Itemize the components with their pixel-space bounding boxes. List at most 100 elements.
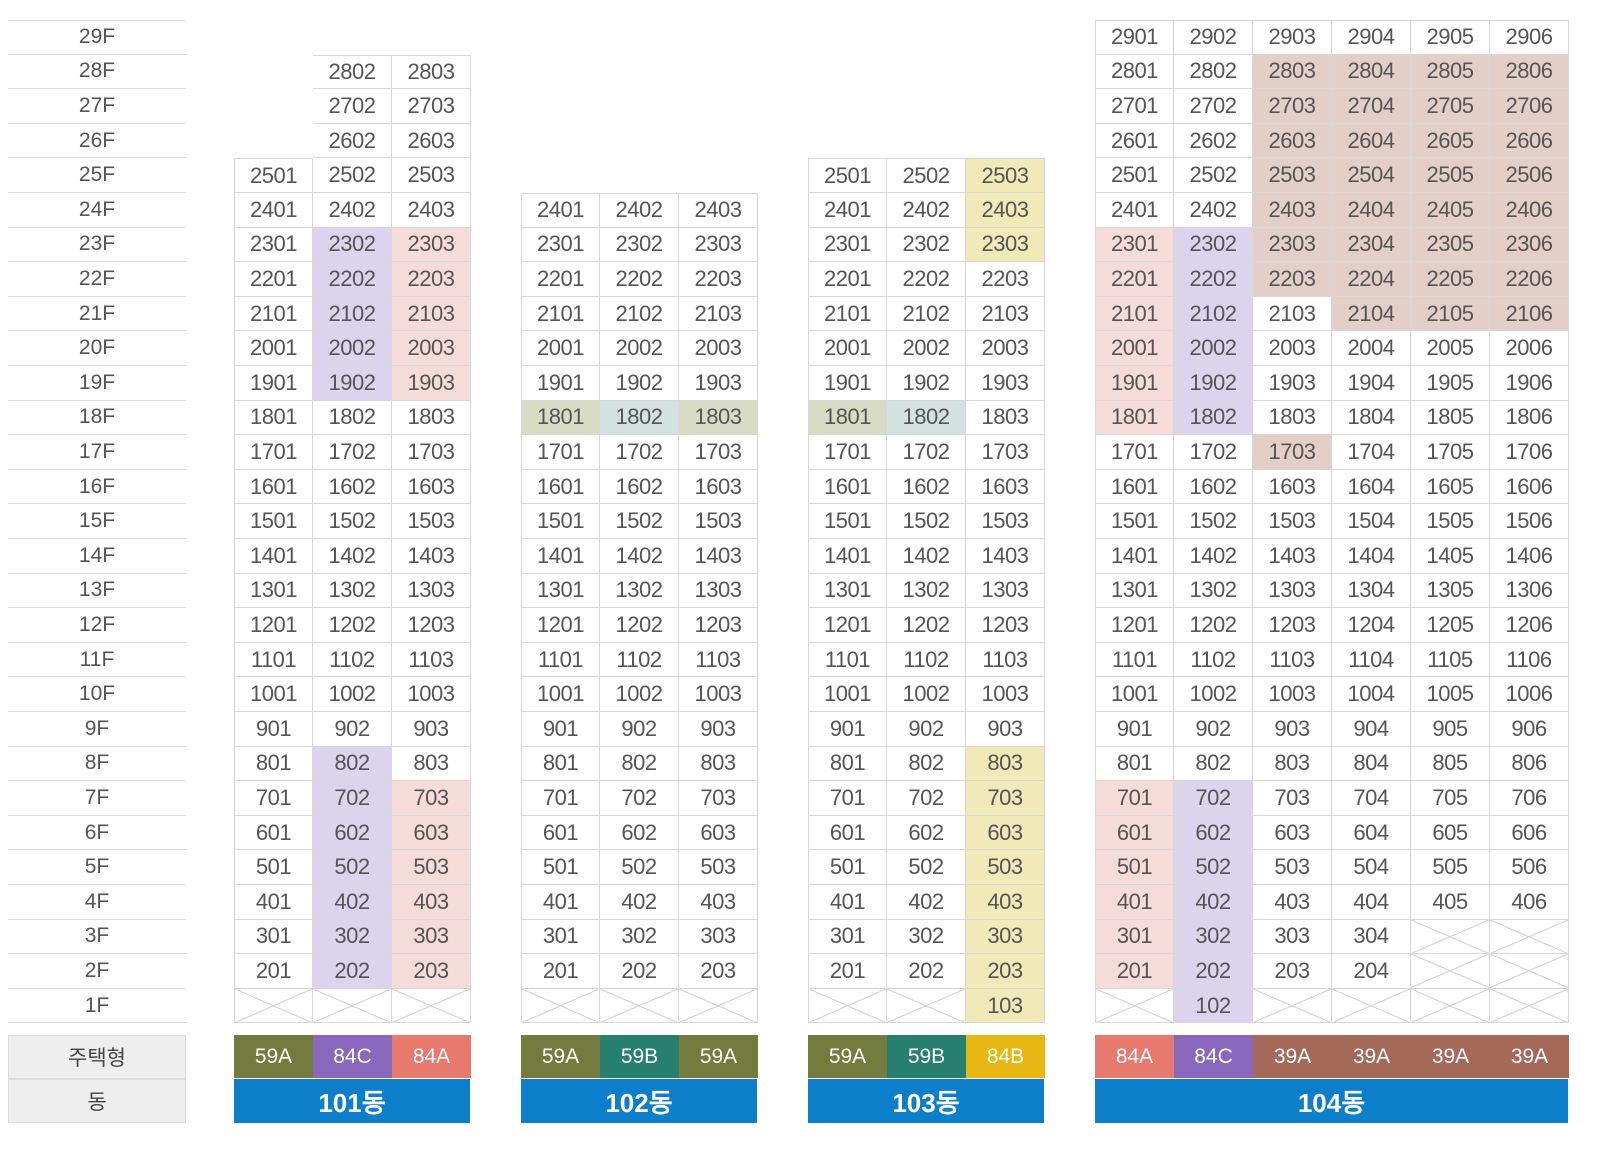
- unit-cell: 304: [1332, 919, 1411, 955]
- unit-cell: 1201: [1095, 608, 1174, 643]
- unit-cell: 801: [234, 746, 313, 782]
- unit-cell: 303: [679, 919, 758, 955]
- unit-cell: 601: [521, 815, 600, 851]
- unit-cell: 701: [521, 781, 600, 816]
- unit-cell: 2005: [1411, 331, 1490, 366]
- unit-cell: 303: [966, 919, 1045, 955]
- unit-cell: 2603: [1253, 123, 1332, 159]
- unit-cell: 803: [1253, 746, 1332, 782]
- empty-unit: [1332, 988, 1411, 1024]
- unit-cell: 701: [234, 781, 313, 816]
- unit-cell: 1601: [808, 469, 887, 505]
- unit-cell: 801: [1095, 746, 1174, 782]
- building-name: 103동: [808, 1079, 1044, 1123]
- unit-cell: 2804: [1332, 54, 1411, 90]
- unit-type-badge: 84C: [313, 1035, 393, 1078]
- unit-cell: 601: [1095, 815, 1174, 851]
- unit-cell: 2103: [679, 296, 758, 332]
- unit-type-badge: 84A: [1095, 1035, 1175, 1078]
- empty-unit: [1411, 954, 1490, 989]
- unit-cell: 1401: [1095, 539, 1174, 574]
- unit-cell: 1103: [679, 642, 758, 678]
- unit-cell: 902: [600, 712, 679, 747]
- unit-cell: 1703: [679, 435, 758, 470]
- unit-cell: 1502: [313, 504, 392, 539]
- unit-cell: 1602: [600, 469, 679, 505]
- unit-cell: 1206: [1490, 608, 1569, 643]
- unit-cell: 1704: [1332, 435, 1411, 470]
- empty-unit: [1411, 919, 1490, 955]
- unit-cell: 1803: [679, 400, 758, 436]
- unit-cell: 1201: [234, 608, 313, 643]
- unit-cell: 2204: [1332, 262, 1411, 297]
- unit-type-badge: 39A: [1490, 1035, 1570, 1078]
- unit-cell: 2302: [1174, 227, 1253, 263]
- unit-cell: 1003: [679, 677, 758, 712]
- unit-cell: 1806: [1490, 400, 1569, 436]
- unit-cell: 1002: [887, 677, 966, 712]
- unit-cell: 906: [1490, 712, 1569, 747]
- empty-unit-cross: [1490, 989, 1568, 1023]
- unit-cell: 2203: [679, 262, 758, 297]
- unit-cell: 2203: [392, 262, 471, 297]
- unit-cell: 2002: [313, 331, 392, 366]
- unit-cell: 1602: [1174, 469, 1253, 505]
- unit-cell: 302: [887, 919, 966, 955]
- unit-cell: 1301: [521, 573, 600, 609]
- unit-cell: 203: [392, 954, 471, 989]
- unit-cell: 2203: [966, 262, 1045, 297]
- unit-cell: 1401: [808, 539, 887, 574]
- unit-cell: 601: [234, 815, 313, 851]
- empty-unit-cross: [1332, 989, 1410, 1023]
- unit-cell: 704: [1332, 781, 1411, 816]
- unit-cell: 2603: [392, 123, 471, 159]
- unit-cell: 1602: [887, 469, 966, 505]
- unit-cell: 1203: [679, 608, 758, 643]
- unit-cell: 702: [1174, 781, 1253, 816]
- unit-cell: 1101: [521, 642, 600, 678]
- unit-cell: 903: [392, 712, 471, 747]
- unit-cell: 2702: [313, 89, 392, 124]
- unit-cell: 1303: [392, 573, 471, 609]
- floor-label: 26F: [8, 124, 186, 159]
- unit-cell: 2102: [1174, 296, 1253, 332]
- unit-cell: 2105: [1411, 296, 1490, 332]
- unit-cell: 1601: [521, 469, 600, 505]
- unit-cell: 1004: [1332, 677, 1411, 712]
- unit-cell: 2302: [313, 227, 392, 263]
- unit-cell: 2303: [1253, 227, 1332, 263]
- unit-cell: 1001: [1095, 677, 1174, 712]
- unit-cell: 1701: [1095, 435, 1174, 470]
- unit-cell: 402: [600, 885, 679, 920]
- empty-unit: [679, 988, 758, 1024]
- unit-cell: 2706: [1490, 89, 1569, 124]
- unit-cell: 803: [392, 746, 471, 782]
- unit-cell: 1402: [1174, 539, 1253, 574]
- unit-cell: 201: [234, 954, 313, 989]
- unit-cell: 1202: [1174, 608, 1253, 643]
- floor-label: 9F: [8, 712, 186, 747]
- empty-unit: [808, 988, 887, 1024]
- empty-unit-cross: [887, 989, 965, 1023]
- unit-cell: 2006: [1490, 331, 1569, 366]
- unit-cell: 2206: [1490, 262, 1569, 297]
- unit-cell: 2302: [887, 227, 966, 263]
- unit-cell: 2202: [600, 262, 679, 297]
- empty-unit: [521, 988, 600, 1024]
- unit-cell: 804: [1332, 746, 1411, 782]
- unit-cell: 2001: [808, 331, 887, 366]
- unit-cell: 1002: [313, 677, 392, 712]
- unit-cell: 901: [521, 712, 600, 747]
- unit-cell: 301: [234, 919, 313, 955]
- unit-cell: 1501: [521, 504, 600, 539]
- unit-cell: 2703: [392, 89, 471, 124]
- empty-unit-cross: [235, 989, 312, 1023]
- unit-cell: 1001: [521, 677, 600, 712]
- unit-cell: 2303: [966, 227, 1045, 263]
- unit-cell: 1905: [1411, 366, 1490, 401]
- unit-type-header: 주택형: [8, 1035, 186, 1079]
- unit-cell: 602: [1174, 815, 1253, 851]
- unit-cell: 2202: [313, 262, 392, 297]
- unit-cell: 602: [313, 815, 392, 851]
- unit-cell: 1604: [1332, 469, 1411, 505]
